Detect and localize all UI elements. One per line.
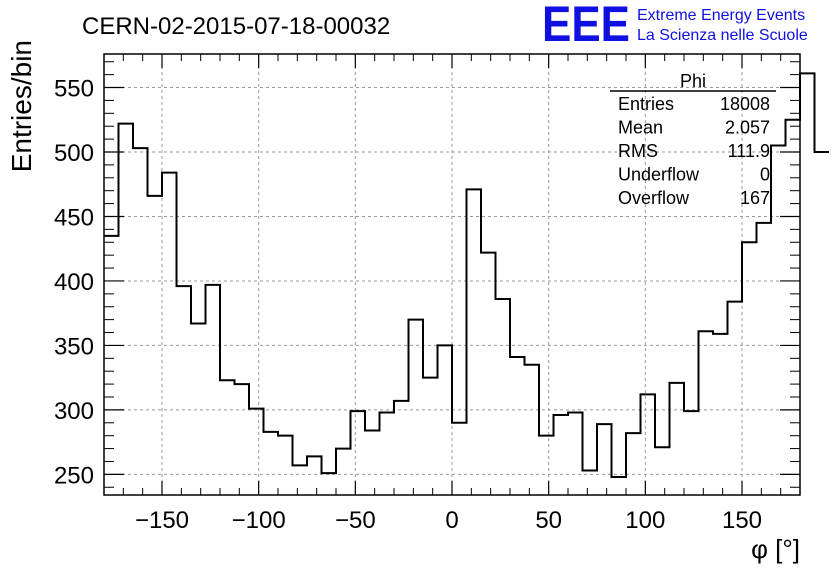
x-tick-label: −50: [335, 507, 376, 534]
x-tick-label: 150: [722, 507, 762, 534]
stats-label: Underflow: [618, 165, 700, 185]
y-tick-labels: 250 300 350 400 450 500 550: [54, 76, 94, 490]
x-tick-label: 0: [445, 507, 458, 534]
x-tick-label: 100: [625, 507, 665, 534]
x-tick-label: 50: [535, 507, 562, 534]
y-tick-label: 350: [54, 333, 94, 360]
y-tick-label: 550: [54, 76, 94, 103]
y-tick-label: 250: [54, 462, 94, 489]
stats-value: 0: [760, 165, 770, 185]
y-tick-label: 400: [54, 269, 94, 296]
stats-value: 2.057: [725, 118, 770, 138]
stats-value: 111.9: [728, 141, 770, 161]
stats-value: 167: [740, 188, 770, 208]
eee-logo-text: EEE: [542, 0, 630, 52]
stats-label: RMS: [618, 141, 658, 161]
axis-ticks: [103, 54, 801, 495]
histogram-series: [104, 72, 829, 478]
x-tick-label: −150: [135, 507, 189, 534]
eee-logo-line1: Extreme Energy Events: [637, 7, 805, 24]
eee-logo-line2: La Scienza nelle Scuole: [637, 27, 808, 44]
chart-title: CERN-02-2015-07-18-00032: [82, 13, 390, 40]
stats-label: Overflow: [618, 188, 690, 208]
y-tick-label: 500: [54, 140, 94, 167]
stats-box-title: Phi: [680, 71, 706, 91]
stats-box: Phi Entries 18008 Mean 2.057 RMS 111.9 Underfl…: [610, 71, 776, 208]
x-tick-label: −100: [232, 507, 286, 534]
stats-label: Entries: [618, 94, 674, 114]
stats-box-rows: Entries 18008 Mean 2.057 RMS 111.9 Underflow 0 O…: [618, 94, 770, 208]
y-tick-label: 300: [54, 398, 94, 425]
x-tick-labels: −150 −100 −50 0 50 100 150: [135, 507, 762, 534]
stats-label: Mean: [618, 118, 663, 138]
y-axis-label: Entries/bin: [6, 40, 37, 172]
x-axis-label: φ [°]: [751, 534, 800, 564]
y-tick-label: 450: [54, 204, 94, 231]
eee-logo: EEE Extreme Energy Events La Scienza nel…: [542, 0, 808, 52]
grid-lines: [104, 54, 800, 495]
stats-value: 18008: [720, 94, 770, 114]
